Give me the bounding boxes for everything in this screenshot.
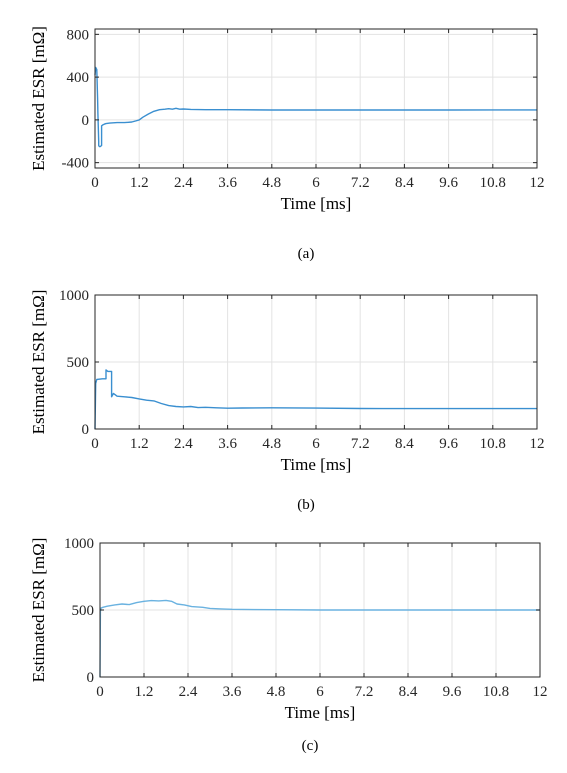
x-tick-label: 9.6 <box>439 436 458 452</box>
x-tick-label: 6 <box>316 684 324 700</box>
figure-caption: (b) <box>297 497 315 513</box>
x-tick-label: 2.4 <box>174 175 193 191</box>
x-tick-label: 3.6 <box>218 436 237 452</box>
y-tick-label: 0 <box>87 670 95 686</box>
x-tick-label: 4.8 <box>267 684 286 700</box>
x-tick-label: 10.8 <box>480 436 506 452</box>
x-axis-label: Time [ms] <box>285 703 356 722</box>
x-axis-label: Time [ms] <box>281 455 352 474</box>
series-line <box>94 369 537 430</box>
y-tick-label: 1000 <box>59 288 89 304</box>
x-tick-label: 3.6 <box>218 175 237 191</box>
series-line <box>99 599 540 678</box>
x-tick-label: 2.4 <box>174 436 193 452</box>
x-tick-label: 10.8 <box>480 175 506 191</box>
x-tick-label: 0 <box>96 684 104 700</box>
y-tick-label: 0 <box>82 113 90 129</box>
x-tick-label: 12 <box>530 175 545 191</box>
x-tick-label: 0 <box>91 175 99 191</box>
x-tick-label: 4.8 <box>262 436 281 452</box>
y-tick-label: 800 <box>67 27 90 43</box>
x-tick-label: 7.2 <box>355 684 374 700</box>
x-axis-label: Time [ms] <box>281 194 352 213</box>
x-tick-label: 9.6 <box>443 684 462 700</box>
x-tick-label: 4.8 <box>262 175 281 191</box>
chart-panel-a: 0 1.2 2.4 3.6 4.8 6 7.2 8.4 9.6 10.8 12-4000400800… <box>29 26 545 262</box>
figure-caption: (c) <box>302 738 319 754</box>
y-tick-label: -400 <box>62 156 90 172</box>
y-tick-label: 500 <box>72 603 95 619</box>
chart-panel-c: 0 1.2 2.4 3.6 4.8 6 7.2 8.4 9.6 10.8 12 0 500 1000 Tim… <box>29 536 548 754</box>
x-tick-label: 8.4 <box>395 175 414 191</box>
x-tick-label: 2.4 <box>179 684 198 700</box>
x-tick-label: 7.2 <box>351 175 370 191</box>
chart-panel-b: 0 1.2 2.4 3.6 4.8 6 7.2 8.4 9.6 10.8 12 0 500 1000 Tim… <box>29 288 545 513</box>
x-tick-label: 1.2 <box>135 684 154 700</box>
x-tick-label: 12 <box>530 436 545 452</box>
figure-caption: (a) <box>298 246 315 262</box>
x-tick-label: 3.6 <box>223 684 242 700</box>
y-axis-label: Estimated ESR [mΩ] <box>29 26 48 171</box>
x-tick-label: 0 <box>91 436 99 452</box>
y-tick-label: 500 <box>67 355 90 371</box>
y-tick-label: 400 <box>67 70 90 86</box>
x-tick-label: 10.8 <box>483 684 509 700</box>
y-tick-label: 0 <box>82 422 90 438</box>
x-tick-label: 8.4 <box>395 436 414 452</box>
x-tick-label: 1.2 <box>130 175 149 191</box>
y-axis-label: Estimated ESR [mΩ] <box>29 538 48 683</box>
x-tick-label: 8.4 <box>399 684 418 700</box>
series-line <box>94 66 537 148</box>
x-tick-label: 9.6 <box>439 175 458 191</box>
y-axis-label: Estimated ESR [mΩ] <box>29 290 48 435</box>
x-tick-label: 6 <box>312 436 320 452</box>
x-tick-label: 12 <box>533 684 548 700</box>
x-tick-label: 7.2 <box>351 436 370 452</box>
x-tick-label: 1.2 <box>130 436 149 452</box>
x-tick-label: 6 <box>312 175 320 191</box>
y-tick-label: 1000 <box>64 536 94 552</box>
